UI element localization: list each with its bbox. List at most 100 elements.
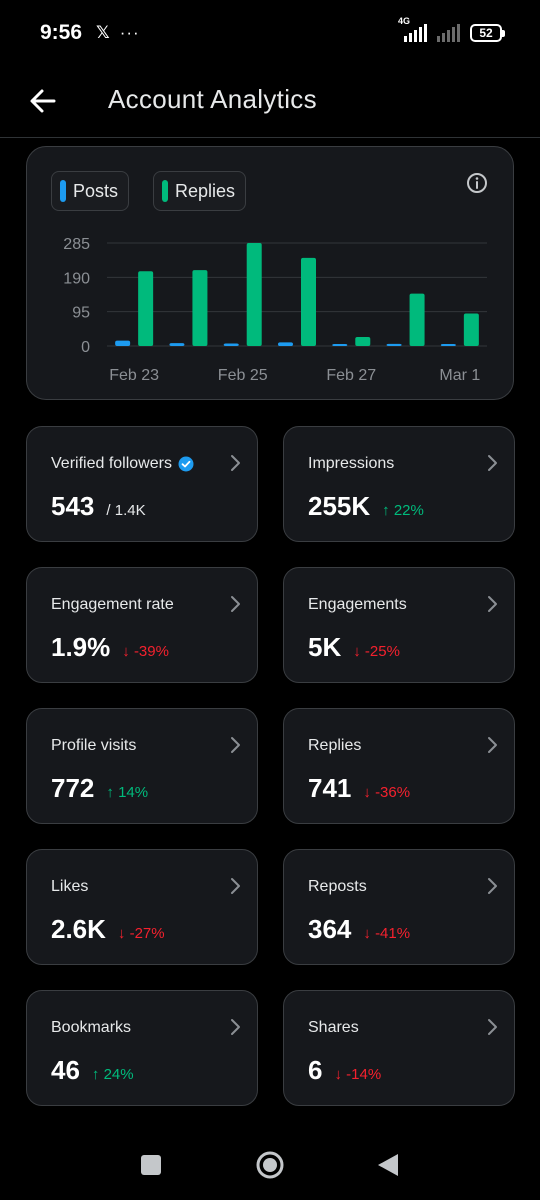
- stat-label-text: Bookmarks: [51, 1019, 132, 1036]
- battery-level: 52: [479, 26, 493, 40]
- replies-swatch: [162, 180, 168, 202]
- y-tick-label: 285: [63, 236, 90, 253]
- trend-up-icon: ↑: [382, 502, 390, 519]
- bar-replies-mar-1[interactable]: [463, 313, 479, 346]
- trend-down-icon: ↓: [117, 925, 126, 942]
- stat-label: Bookmarks: [51, 1019, 131, 1037]
- bar-replies-feb-26[interactable]: [301, 257, 316, 346]
- chevron-right-icon: [488, 596, 497, 612]
- stat-value: 5K: [308, 632, 342, 662]
- stat-value-row: 364 ↓ -41%: [308, 914, 410, 945]
- arrow-left-icon[interactable]: [26, 84, 60, 118]
- stat-label: Profile visits: [51, 737, 136, 755]
- chevron-right-icon: [231, 455, 240, 471]
- stat-label: Replies: [308, 737, 361, 755]
- square-recents-icon[interactable]: [140, 1154, 162, 1176]
- stat-change: ↑ 14%: [106, 784, 148, 801]
- stat-change: ↓ -41%: [363, 925, 410, 942]
- stat-value: 255K: [308, 491, 371, 521]
- bar-chart: 0 95 190 285 Feb 23 Feb 25 Feb 27 Mar 1: [63, 236, 487, 384]
- trend-down-icon: ↓: [122, 643, 130, 660]
- x-tick-label: Feb 25: [218, 367, 268, 384]
- stat-value: 364: [308, 914, 352, 944]
- stat-label-text: Engagements: [308, 596, 407, 613]
- bar-posts-feb-26[interactable]: [278, 342, 293, 346]
- stat-sub: / 1.4K: [106, 502, 146, 519]
- trend-down-icon: ↓: [363, 925, 371, 942]
- page-title: Account Analytics: [108, 84, 317, 114]
- stat-card-impressions[interactable]: Impressions 255K ↑ 22%: [283, 426, 515, 542]
- stat-change-value: 22%: [393, 502, 424, 519]
- stat-label: Likes: [51, 878, 88, 896]
- triangle-back-icon[interactable]: [376, 1152, 400, 1178]
- stat-value-row: 741 ↓ -36%: [308, 773, 410, 804]
- stat-card-likes[interactable]: Likes 2.6K ↓ -27%: [26, 849, 258, 965]
- header: Account Analytics: [0, 66, 540, 138]
- x-tick-label: Feb 27: [326, 367, 376, 384]
- stat-value: 2.6K: [51, 914, 106, 944]
- bar-replies-feb-23[interactable]: [138, 271, 154, 346]
- bar-posts-mar-1[interactable]: [440, 344, 456, 346]
- stat-value: 772: [51, 773, 95, 803]
- stat-label-text: Likes: [51, 878, 89, 895]
- stat-label: Reposts: [308, 878, 367, 896]
- bar-replies-feb-25[interactable]: [246, 243, 262, 346]
- stat-change-value: -41%: [375, 925, 411, 942]
- trend-up-icon: ↑: [91, 1066, 100, 1083]
- bar-posts-feb-24[interactable]: [169, 343, 185, 346]
- legend-replies-toggle[interactable]: Replies: [153, 171, 247, 211]
- stat-card-profile-visits[interactable]: Profile visits 772 ↑ 14%: [26, 708, 258, 824]
- bar-replies-feb-24[interactable]: [192, 270, 208, 346]
- stat-value-row: 2.6K ↓ -27%: [51, 914, 165, 945]
- status-indicators: 4G 52: [398, 16, 505, 42]
- stat-card-reposts[interactable]: Reposts 364 ↓ -41%: [283, 849, 515, 965]
- chevron-right-icon: [231, 1019, 240, 1035]
- bar-posts-feb-28[interactable]: [386, 343, 402, 346]
- stat-change: ↑ 22%: [382, 502, 424, 519]
- network-label: 4G: [398, 16, 411, 26]
- posts-swatch: [60, 180, 66, 202]
- stat-label-text: Verified followers: [51, 455, 172, 472]
- legend-replies-label: Replies: [175, 180, 236, 201]
- bar-replies-feb-28[interactable]: [409, 293, 425, 346]
- stat-card-bookmarks[interactable]: Bookmarks 46 ↑ 24%: [26, 990, 258, 1106]
- y-tick-label: 95: [72, 305, 90, 322]
- trend-down-icon: ↓: [334, 1066, 342, 1083]
- circle-home-icon[interactable]: [255, 1150, 285, 1180]
- bar-posts-feb-25[interactable]: [223, 343, 239, 346]
- stat-card-engagement-rate[interactable]: Engagement rate 1.9% ↓ -39%: [26, 567, 258, 683]
- stat-label-text: Reposts: [308, 878, 367, 895]
- signal-2-icon: [437, 22, 460, 42]
- stat-card-verified-followers[interactable]: Verified followers 543 / 1.4K: [26, 426, 258, 542]
- stat-card-engagements[interactable]: Engagements 5K ↓ -25%: [283, 567, 515, 683]
- stat-value-row: 46 ↑ 24%: [51, 1055, 134, 1086]
- x-tick-label: Mar 1: [439, 367, 480, 384]
- stat-card-shares[interactable]: Shares 6 ↓ -14%: [283, 990, 515, 1106]
- trend-up-icon: ↑: [106, 784, 114, 801]
- chevron-right-icon: [488, 737, 497, 753]
- battery-icon: 52: [470, 24, 505, 42]
- legend-posts-toggle[interactable]: Posts: [51, 171, 130, 211]
- stat-card-replies[interactable]: Replies 741 ↓ -36%: [283, 708, 515, 824]
- stat-change-value: 14%: [118, 784, 149, 801]
- stat-value: 46: [51, 1055, 80, 1085]
- chevron-right-icon: [488, 878, 497, 894]
- bar-replies-feb-27[interactable]: [355, 336, 371, 346]
- stat-value: 1.9%: [51, 632, 111, 662]
- x-logo-icon: 𝕏: [96, 23, 110, 42]
- stat-change: ↓ -25%: [353, 643, 400, 660]
- stat-change-value: -14%: [346, 1066, 382, 1083]
- bar-posts-feb-23[interactable]: [115, 340, 131, 346]
- stat-value-row: 255K ↑ 22%: [308, 491, 424, 522]
- stat-label: Shares: [308, 1019, 359, 1037]
- stat-change-value: 24%: [103, 1066, 134, 1083]
- stat-value-row: 543 / 1.4K: [51, 491, 146, 522]
- legend-posts-label: Posts: [73, 180, 119, 201]
- info-icon[interactable]: [465, 171, 489, 195]
- stat-change: ↑ 24%: [92, 1066, 134, 1083]
- bar-posts-feb-27[interactable]: [332, 344, 348, 346]
- stat-change-value: -36%: [375, 784, 411, 801]
- stat-value-row: 5K ↓ -25%: [308, 632, 400, 663]
- stat-value: 741: [308, 773, 352, 803]
- stat-label-text: Engagement rate: [51, 596, 174, 613]
